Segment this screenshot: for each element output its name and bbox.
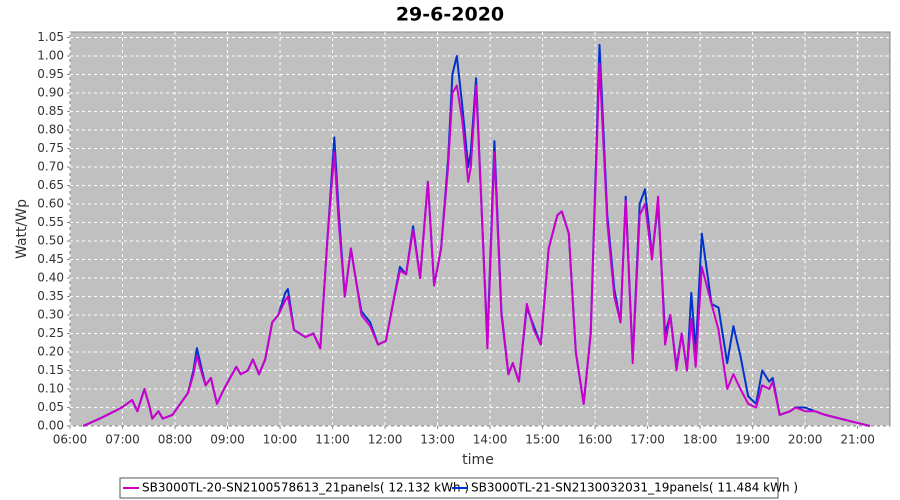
x-axis-label: time bbox=[462, 452, 494, 468]
y-tick-label: 0.65 bbox=[37, 178, 64, 192]
lines bbox=[82, 43, 871, 427]
x-tick-label: 20:00 bbox=[788, 433, 823, 447]
plot-area bbox=[69, 31, 891, 427]
y-tick-label: 0.60 bbox=[37, 197, 64, 211]
y-tick-label: 0.40 bbox=[37, 271, 64, 285]
y-tick-label: 0.55 bbox=[37, 215, 64, 229]
x-tick-label: 11:00 bbox=[315, 433, 350, 447]
chart-title: 29-6-2020 bbox=[396, 4, 504, 26]
y-tick-label: 1.05 bbox=[37, 30, 64, 44]
x-tick-label: 10:00 bbox=[263, 433, 298, 447]
y-tick-label: 0.90 bbox=[37, 86, 64, 100]
x-tick-label: 21:00 bbox=[840, 433, 875, 447]
legend-entries: SB3000TL-20-SN2100578613_21panels( 12.13… bbox=[123, 481, 798, 495]
y-tick-label: 0.85 bbox=[37, 104, 64, 118]
y-tick-label: 0.50 bbox=[37, 234, 64, 248]
legend bbox=[119, 477, 779, 499]
y-tick-label: 0.75 bbox=[37, 141, 64, 155]
y-tick-label: 0.00 bbox=[37, 419, 64, 433]
y-tick-label: 0.35 bbox=[37, 289, 64, 303]
y-tick-label: 0.30 bbox=[37, 308, 64, 322]
y-tick-label: 0.15 bbox=[37, 363, 64, 377]
y-tick-label: 1.00 bbox=[37, 49, 64, 63]
x-tick-label: 06:00 bbox=[53, 433, 88, 447]
x-tick-label: 17:00 bbox=[630, 433, 665, 447]
y-tick-label: 0.20 bbox=[37, 345, 64, 359]
x-tick-label: 09:00 bbox=[210, 433, 245, 447]
x-tick-label: 15:00 bbox=[525, 433, 560, 447]
legend-label: SB3000TL-20-SN2100578613_21panels( 12.13… bbox=[142, 481, 469, 495]
x-tick-label: 12:00 bbox=[368, 433, 403, 447]
x-tick-label: 18:00 bbox=[683, 433, 718, 447]
x-tick-label: 19:00 bbox=[735, 433, 770, 447]
x-tick-label: 08:00 bbox=[158, 433, 193, 447]
x-tick-label: 16:00 bbox=[578, 433, 613, 447]
y-tick-label: 0.45 bbox=[37, 252, 64, 266]
x-tick-label: 07:00 bbox=[105, 433, 140, 447]
y-tick-label: 0.25 bbox=[37, 326, 64, 340]
y-tick-label: 0.70 bbox=[37, 160, 64, 174]
x-tick-label: 14:00 bbox=[473, 433, 508, 447]
y-axis-label: Watt/Wp bbox=[14, 199, 30, 259]
y-tick-label: 0.10 bbox=[37, 382, 64, 396]
x-tick-label: 13:00 bbox=[420, 433, 455, 447]
y-tick-label: 0.95 bbox=[37, 67, 64, 81]
y-tick-label: 0.80 bbox=[37, 123, 64, 137]
y-tick-label: 0.05 bbox=[37, 400, 64, 414]
series-line bbox=[82, 62, 871, 427]
legend-label: SB3000TL-21-SN2130032031_19panels( 11.48… bbox=[471, 481, 798, 495]
